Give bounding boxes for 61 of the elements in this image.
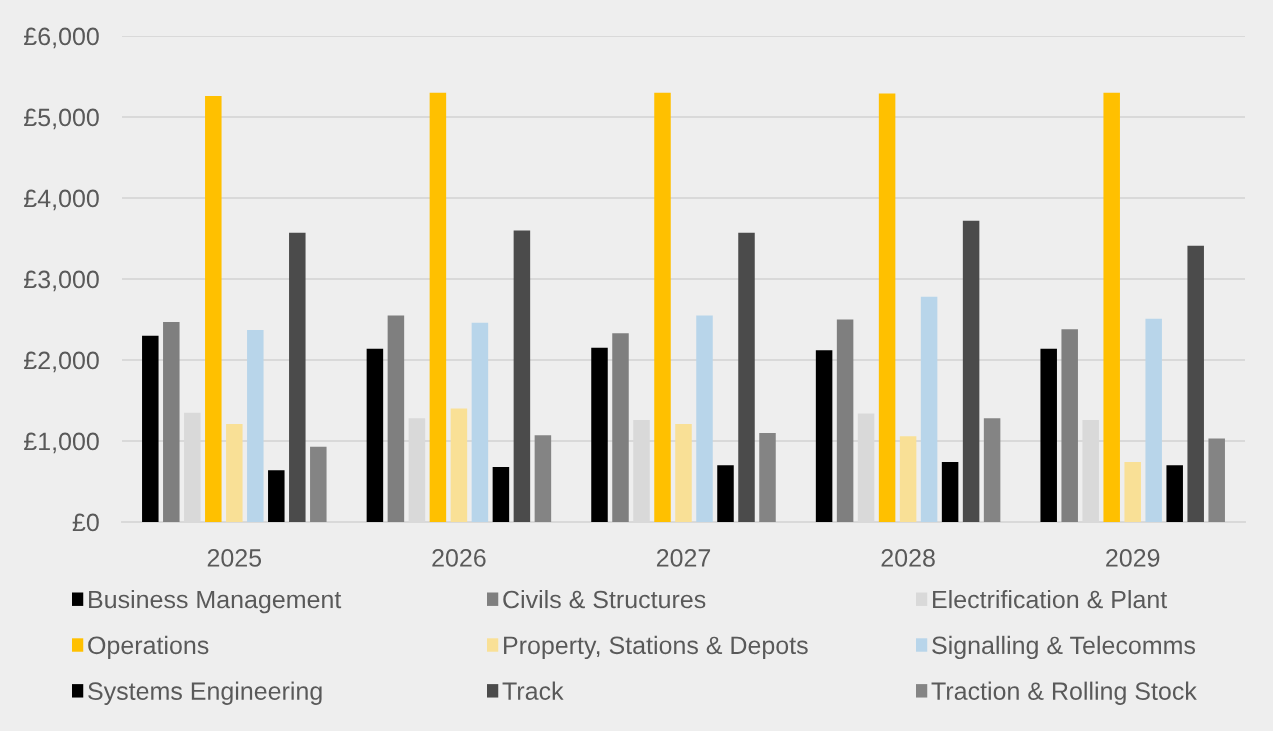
bar	[675, 423, 692, 522]
bar	[1124, 462, 1141, 522]
legend-label: Traction & Rolling Stock	[931, 681, 1197, 705]
bar	[492, 466, 510, 522]
legend-label: Electrification & Plant	[933, 590, 1168, 609]
bar	[654, 92, 671, 522]
bar	[1166, 465, 1183, 522]
legend-label: Business Management	[89, 590, 342, 614]
bar	[759, 432, 776, 522]
bar	[1103, 92, 1120, 522]
legend-label: Systems Engineering	[88, 681, 322, 705]
bar	[920, 296, 938, 522]
bar	[815, 350, 833, 522]
bar	[534, 435, 552, 522]
bar	[717, 465, 734, 522]
y-tick-label: £0	[72, 513, 99, 532]
legend-label: Operations	[88, 635, 209, 660]
y-tick-label: £3,000	[24, 270, 99, 292]
bar	[962, 220, 980, 522]
bar	[387, 315, 405, 522]
bar	[878, 93, 896, 522]
y-tick-label: £2,000	[24, 351, 99, 373]
legend-label: Property, Stations & Depots	[504, 635, 808, 660]
bar	[205, 95, 222, 522]
bar	[450, 408, 468, 522]
bar	[471, 322, 489, 522]
bar	[310, 446, 327, 522]
bar	[163, 321, 180, 522]
bar	[591, 347, 608, 522]
bar	[696, 315, 713, 522]
bar	[226, 423, 243, 522]
bar	[247, 330, 264, 522]
y-tick-label: £6,000	[24, 27, 99, 49]
bar	[1040, 348, 1057, 522]
bar	[142, 335, 159, 522]
bar	[268, 470, 285, 522]
legend-label: Civils & Structures	[503, 590, 706, 609]
bar	[612, 333, 629, 522]
bar	[899, 436, 917, 522]
legend-label: Signalling & Telecomms	[932, 635, 1196, 660]
bar	[513, 230, 531, 522]
bar	[366, 348, 384, 522]
bar	[738, 232, 755, 522]
bar	[429, 92, 447, 522]
bar	[941, 462, 959, 522]
y-tick-label: £4,000	[24, 189, 99, 211]
x-tick-label: 2029	[1106, 549, 1160, 567]
x-tick-label: 2027	[656, 549, 711, 567]
bar	[1208, 438, 1225, 522]
bar	[1187, 245, 1204, 522]
y-tick-label: £1,000	[24, 432, 99, 454]
y-tick-label: £5,000	[24, 108, 99, 130]
legend-label: Track	[502, 681, 564, 700]
bar	[289, 232, 306, 522]
bar	[836, 319, 854, 522]
bar	[983, 418, 1001, 522]
x-tick-label: 2025	[207, 549, 262, 567]
bar	[1061, 329, 1078, 522]
x-tick-label: 2028	[881, 549, 935, 567]
x-tick-label: 2026	[432, 549, 486, 567]
bar	[1145, 318, 1162, 522]
